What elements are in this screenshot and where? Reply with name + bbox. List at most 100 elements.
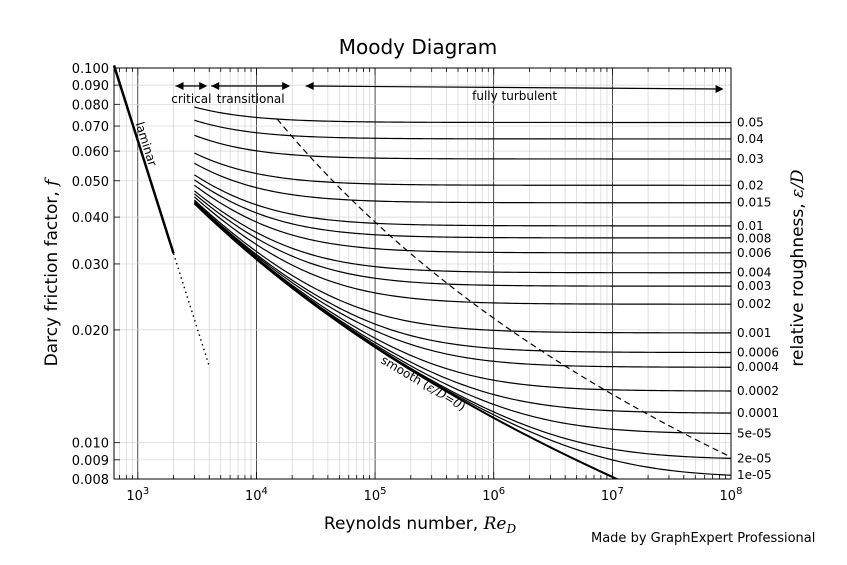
y-axis-title: Darcy friction factor, f	[42, 177, 62, 367]
tick-labels: 103 104 105 106 107 1080.1000.0900.0800.0700.…	[72, 62, 779, 504]
x-tick-label-base: 10	[126, 489, 143, 504]
roughness-label: 0.01	[737, 219, 764, 233]
roughness-label: 0.0001	[737, 406, 779, 420]
x-tick-label-exponent: 7	[617, 486, 623, 497]
roughness-label: 0.0006	[737, 345, 779, 359]
roughness-curve	[194, 184, 731, 254]
x-tick-label-exponent: 6	[499, 486, 505, 497]
y-tick-label: 0.100	[72, 62, 109, 77]
roughness-label: 0.001	[737, 326, 771, 340]
arrow-head	[715, 85, 724, 93]
y-tick-label: 0.008	[72, 473, 109, 488]
roughness-curve	[194, 200, 731, 354]
roughness-label: 0.002	[737, 297, 771, 311]
credit-text: Made by GraphExpert Professional	[591, 531, 816, 546]
y-tick-label: 0.090	[72, 79, 109, 94]
arrow-head	[211, 82, 220, 90]
roughness-curve	[194, 174, 731, 227]
x-tick-label-base: 10	[245, 489, 262, 504]
y-axis-title-math: f	[42, 177, 62, 188]
x-tick-label: 105	[364, 486, 387, 504]
axis-ticks	[114, 67, 732, 480]
region-label: fully turbulent	[472, 89, 557, 103]
laminar-line	[112, 65, 175, 254]
roughness-label: 0.003	[737, 279, 771, 293]
roughness-curve	[194, 152, 731, 186]
smooth-label-math: ε/D=0	[424, 380, 464, 411]
arrow-head	[305, 82, 314, 90]
x-tick-label: 106	[482, 486, 505, 504]
y2-axis-title: relative roughness, ε/D	[788, 169, 808, 366]
roughness-label: 0.015	[737, 196, 771, 210]
roughness-curve	[193, 202, 731, 476]
roughness-curve	[193, 202, 731, 392]
roughness-curve	[193, 201, 731, 368]
roughness-curves	[193, 106, 731, 476]
roughness-label: 0.03	[737, 152, 764, 166]
roughness-curve	[193, 202, 731, 414]
roughness-curve	[194, 179, 731, 239]
laminar-line-group: laminar	[112, 65, 210, 367]
grid-lines	[114, 67, 732, 480]
roughness-curve	[194, 106, 731, 124]
region-arrows: critical transitional fully turbulent	[171, 82, 724, 106]
roughness-label: 1e-05	[737, 468, 772, 482]
arrow-head	[175, 82, 184, 90]
roughness-label: 0.02	[737, 178, 764, 192]
roughness-label: 0.006	[737, 246, 771, 260]
x-tick-label-exponent: 8	[736, 486, 742, 497]
roughness-curve	[194, 134, 731, 160]
x-tick-label: 107	[601, 486, 624, 504]
x-tick-label-exponent: 5	[380, 486, 386, 497]
x-tick-label-exponent: 3	[143, 486, 149, 497]
roughness-curve	[194, 190, 731, 274]
arrow-head	[282, 82, 291, 90]
roughness-label: 5e-05	[737, 427, 772, 441]
region-label: transitional	[217, 92, 285, 106]
smooth-curve-label: smooth (ε/D=0)	[378, 353, 468, 414]
x-axis-title-subscript: D	[505, 522, 516, 536]
roughness-curve	[194, 196, 731, 305]
region-label: critical	[171, 92, 211, 106]
roughness-label: 0.0002	[737, 384, 779, 398]
x-tick-label: 103	[126, 486, 149, 504]
smooth-curve	[193, 202, 620, 479]
y-tick-label: 0.070	[72, 120, 109, 135]
roughness-label: 0.008	[737, 231, 771, 245]
x-axis-title-text: Reynolds number,	[324, 514, 484, 534]
plot-frame	[113, 67, 732, 480]
y-tick-label: 0.050	[72, 175, 109, 190]
x-axis-title: Reynolds number, ReD	[324, 514, 517, 536]
y-tick-label: 0.020	[72, 324, 109, 339]
y2-axis-title-text: relative roughness,	[788, 198, 808, 367]
y-tick-label: 0.010	[72, 437, 109, 452]
x-tick-label-base: 10	[601, 489, 618, 504]
roughness-curve	[194, 199, 731, 334]
y-tick-label: 0.009	[72, 454, 109, 469]
x-tick-label: 104	[245, 486, 268, 504]
laminar-label: laminar	[133, 120, 160, 168]
roughness-curve	[194, 162, 731, 204]
x-tick-label-base: 10	[364, 489, 381, 504]
turbulence-boundary-line	[276, 118, 731, 458]
roughness-label: 0.0004	[737, 360, 779, 374]
fully-turbulent-boundary	[276, 118, 731, 458]
y2-axis-title-math: ε/D	[788, 169, 808, 198]
y-tick-label: 0.030	[72, 258, 109, 273]
roughness-label: 0.05	[737, 115, 764, 129]
roughness-label: 2e-05	[737, 451, 772, 465]
laminar-extension-dotted	[172, 253, 210, 367]
y-tick-label: 0.040	[72, 211, 109, 226]
y-tick-label: 0.080	[72, 98, 109, 113]
y-tick-label: 0.060	[72, 145, 109, 160]
smooth-label-suffix: )	[457, 399, 468, 413]
roughness-label: 0.004	[737, 266, 771, 280]
region-arrow-line	[305, 85, 720, 90]
x-tick-label-exponent: 4	[262, 486, 268, 497]
x-tick-label-base: 10	[482, 489, 499, 504]
roughness-curve	[194, 193, 731, 287]
arrow-head	[199, 82, 208, 90]
chart-title: Moody Diagram	[339, 35, 498, 59]
y-axis-title-text: Darcy friction factor,	[42, 186, 62, 367]
